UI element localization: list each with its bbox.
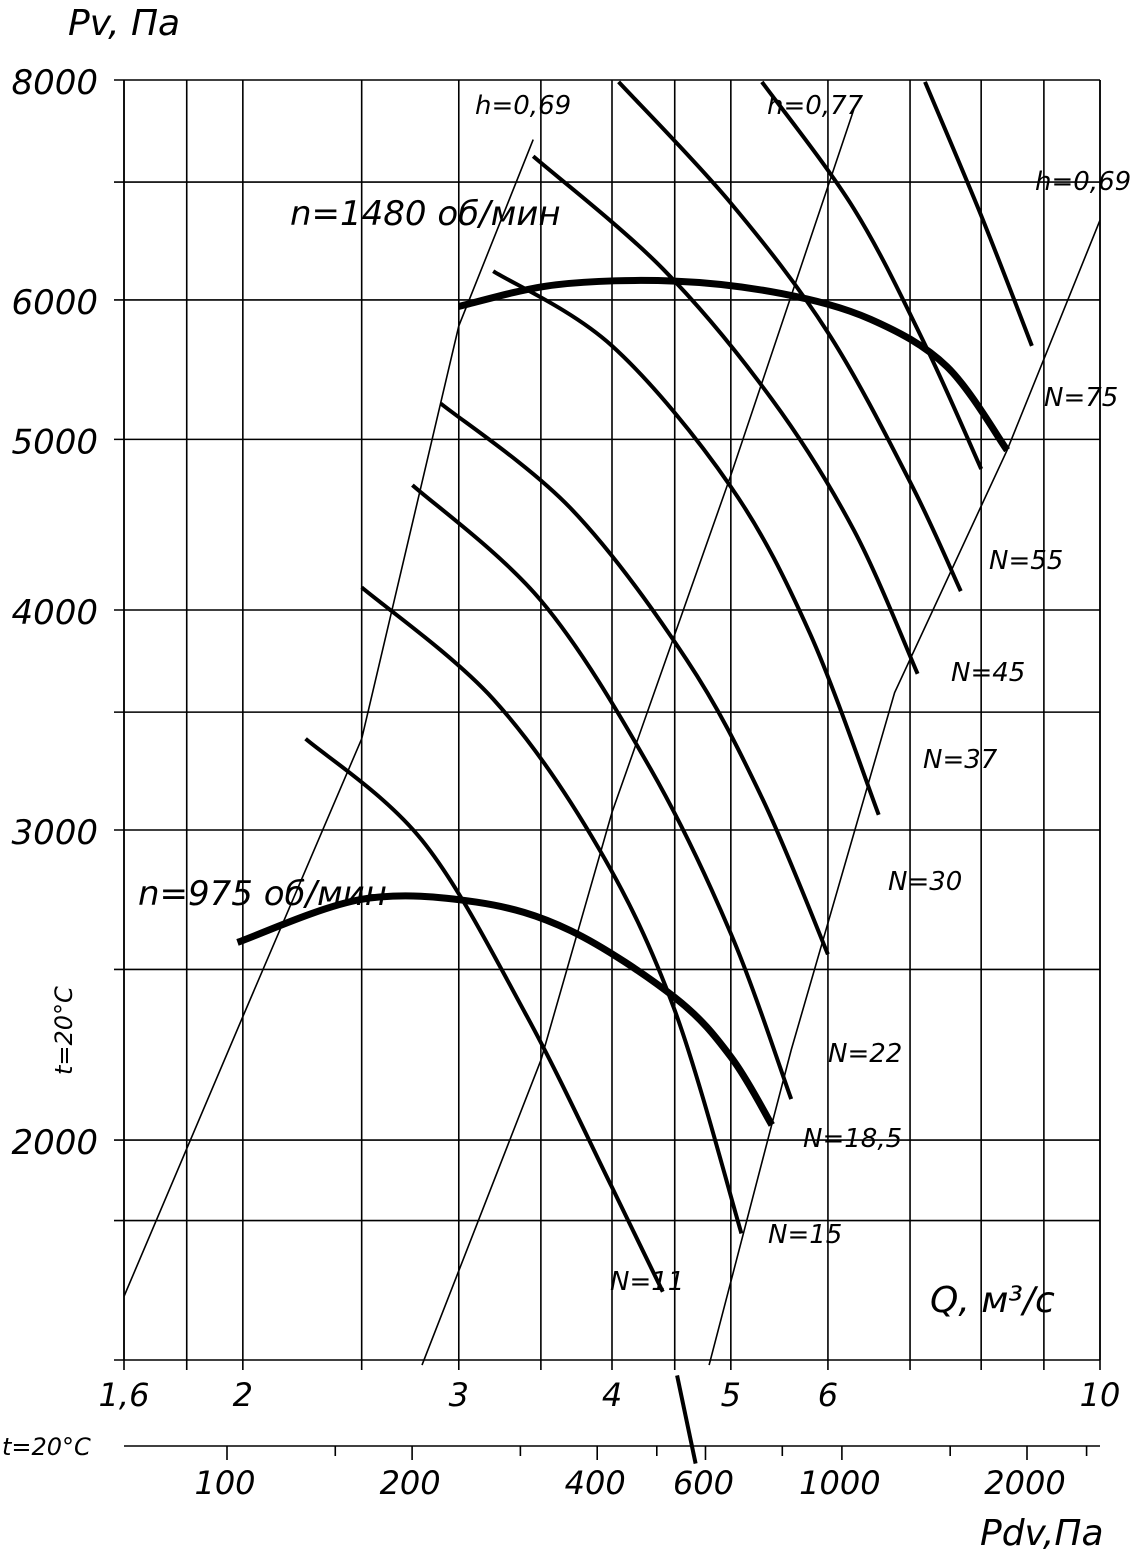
speed-label-975: n=975 об/мин bbox=[138, 874, 387, 914]
power-label-n15: N=15 bbox=[768, 1220, 842, 1250]
x-tick-label-6: 6 bbox=[818, 1376, 838, 1414]
y-tick-label-6000: 6000 bbox=[11, 283, 98, 323]
y-tick-label-2000: 2000 bbox=[11, 1123, 98, 1163]
pdv-axis-title: Pdv,Па bbox=[980, 1513, 1104, 1554]
curve-layer bbox=[123, 80, 1101, 1464]
power-label-n18-5: N=18,5 bbox=[803, 1124, 902, 1154]
power-curve-n-30 bbox=[492, 269, 881, 816]
y-tick-label-8000: 8000 bbox=[11, 63, 98, 103]
y-tick-label-3000: 3000 bbox=[11, 813, 98, 853]
pdv-tick-label-2000: 2000 bbox=[984, 1464, 1065, 1502]
power-curve-n-15 bbox=[360, 585, 744, 1234]
pdv-tick-label-1000: 1000 bbox=[799, 1464, 880, 1502]
y-axis-title: Pv, Па bbox=[68, 3, 180, 44]
x-axis-title: Q, м³/с bbox=[930, 1280, 1055, 1321]
x-tick-label-1-6: 1,6 bbox=[99, 1376, 150, 1414]
power-label-n45: N=45 bbox=[951, 658, 1025, 688]
power-label-n22: N=22 bbox=[828, 1039, 902, 1069]
pdv-tick-label-400: 400 bbox=[565, 1464, 626, 1502]
power-label-n75: N=75 bbox=[1044, 383, 1118, 413]
power-label-n37: N=37 bbox=[923, 745, 998, 775]
x-tick-label-4: 4 bbox=[602, 1376, 622, 1414]
power-curve-n-18-5 bbox=[411, 483, 794, 1100]
speed-curve-n-1480 bbox=[458, 276, 1010, 453]
efficiency-label-right: h=0,69 bbox=[1035, 167, 1131, 197]
speed-label-1480: n=1480 об/мин bbox=[290, 194, 561, 234]
efficiency-line-h-0-69-right bbox=[708, 219, 1101, 1366]
efficiency-label-left: h=0,69 bbox=[475, 91, 571, 121]
power-curve-n-45 bbox=[617, 80, 963, 592]
power-label-n11: N=11 bbox=[610, 1267, 684, 1297]
pdv-tick-label-600: 600 bbox=[673, 1464, 734, 1502]
x-tick-label-5: 5 bbox=[721, 1376, 741, 1414]
x-tick-label-2: 2 bbox=[233, 1376, 253, 1414]
label-layer: 1,6 2 3 4 5 6 10 2000 3000 4000 5000 6000 8000 100 200… bbox=[11, 63, 1120, 1502]
efficiency-line-h-0-69-left bbox=[123, 139, 534, 1297]
efficiency-label-middle: h=0,77 bbox=[767, 91, 864, 121]
pdv-tick-label-200: 200 bbox=[380, 1464, 441, 1502]
power-label-n55: N=55 bbox=[989, 546, 1063, 576]
power-curve-n-11-tail bbox=[675, 1375, 698, 1464]
grid-layer bbox=[114, 79, 1101, 1460]
power-curve-n-37 bbox=[531, 154, 920, 675]
x-tick-label-3: 3 bbox=[449, 1376, 469, 1414]
power-curve-n-11 bbox=[304, 737, 665, 1293]
power-curve-n-55 bbox=[760, 80, 984, 470]
efficiency-line-h-0-77 bbox=[421, 108, 855, 1366]
y-tick-label-5000: 5000 bbox=[11, 422, 98, 462]
power-curve-n-75 bbox=[923, 81, 1034, 347]
power-curve-n-22 bbox=[439, 401, 830, 956]
temperature-label-bottom: t=20°C bbox=[2, 1433, 91, 1461]
y-tick-label-4000: 4000 bbox=[11, 593, 98, 633]
speed-curve-n-975 bbox=[236, 892, 775, 1127]
power-label-n30: N=30 bbox=[888, 867, 962, 897]
x-tick-label-10: 10 bbox=[1080, 1376, 1121, 1414]
temperature-label: t=20°C bbox=[50, 986, 78, 1075]
pdv-tick-label-100: 100 bbox=[194, 1464, 255, 1502]
